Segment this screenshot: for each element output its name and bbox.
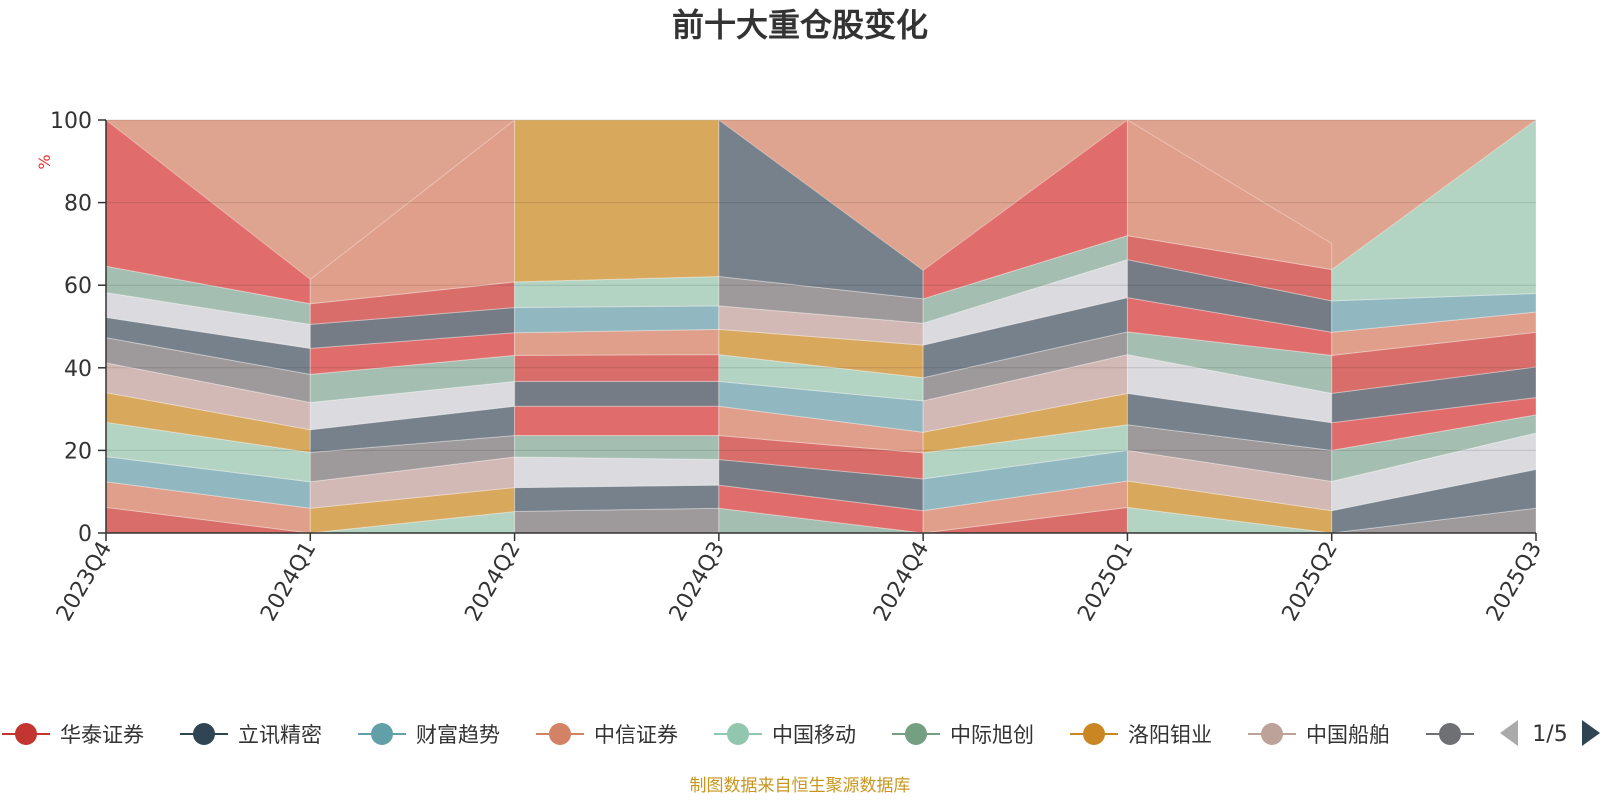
- area-band: [1126, 119, 1333, 271]
- legend-item[interactable]: 中际旭创: [892, 723, 1034, 747]
- x-tick-label: 2025Q1: [1073, 538, 1138, 626]
- area-band: [514, 456, 720, 489]
- chart-title: 前十大重仓股变化: [672, 6, 928, 44]
- legend-circle-marker: [549, 723, 571, 745]
- legend-item[interactable]: 中国移动: [714, 723, 856, 747]
- area-band: [514, 405, 720, 437]
- legend-item[interactable]: 立讯精密: [180, 723, 322, 747]
- y-tick-label: 40: [64, 357, 92, 382]
- area-band: [514, 435, 720, 460]
- area-bands: [105, 118, 1537, 534]
- legend-circle-marker: [15, 723, 37, 745]
- data-source-note: 制图数据来自恒生聚源数据库: [690, 776, 911, 796]
- y-tick-label: 100: [50, 109, 92, 134]
- x-tick-label: 2025Q2: [1278, 538, 1343, 626]
- legend-circle-marker: [1439, 723, 1461, 745]
- area-band: [514, 380, 720, 407]
- legend-label: 中国船舶: [1306, 723, 1390, 747]
- legend-circle-marker: [371, 723, 393, 745]
- legend-label: 立讯精密: [238, 723, 322, 747]
- y-tick-label: 0: [78, 522, 92, 547]
- area-band: [514, 328, 720, 356]
- legend-label: 华泰证券: [60, 723, 144, 747]
- area-band: [1331, 119, 1537, 302]
- legend-item[interactable]: 洛阳钼业: [1070, 723, 1212, 747]
- legend-item[interactable]: 恒: [1426, 723, 1505, 747]
- x-tick-label: 2023Q4: [52, 538, 117, 626]
- y-tick-label: 80: [64, 192, 92, 217]
- y-tick-label: 20: [64, 439, 92, 464]
- y-tick-label: 60: [64, 274, 92, 299]
- legend-label: 财富趋势: [416, 723, 500, 747]
- area-band: [514, 305, 720, 334]
- legend-label: 中国移动: [772, 723, 856, 747]
- legend-item[interactable]: 中信证券: [536, 723, 678, 747]
- next-page-icon[interactable]: [1582, 720, 1600, 746]
- y-axis-unit: %: [35, 154, 54, 169]
- x-tick-label: 2024Q4: [869, 538, 934, 626]
- prev-page-icon[interactable]: [1500, 720, 1518, 746]
- legend-circle-marker: [1083, 723, 1105, 745]
- area-band: [514, 119, 720, 283]
- legend-item[interactable]: 中国船舶: [1248, 723, 1390, 747]
- legend-label: 恒: [1484, 723, 1505, 747]
- x-tick-label: 2024Q1: [256, 538, 321, 626]
- legend-label: 中信证券: [594, 723, 678, 747]
- legend-item[interactable]: 华泰证券: [2, 723, 144, 747]
- x-tick-label: 2024Q2: [460, 538, 525, 626]
- legend-label: 中际旭创: [950, 723, 1034, 747]
- x-tick-label: 2024Q3: [665, 538, 730, 626]
- x-tick-label: 2025Q3: [1482, 538, 1547, 626]
- legend-label: 洛阳钼业: [1128, 723, 1212, 747]
- legend: 华泰证券 立讯精密 财富趋势 中信证券 中国移动 中际旭创 洛阳钼业 中国船舶 恒: [2, 723, 1505, 747]
- legend-circle-marker: [727, 723, 749, 745]
- legend-circle-marker: [1261, 723, 1283, 745]
- legend-circle-marker: [905, 723, 927, 745]
- legend-circle-marker: [193, 723, 215, 745]
- legend-page-indicator: 1/5: [1532, 722, 1567, 747]
- area-band: [514, 507, 720, 534]
- legend-item[interactable]: 财富趋势: [358, 723, 500, 747]
- legend-pager: 1/5: [1500, 720, 1600, 747]
- area-band: [514, 484, 720, 513]
